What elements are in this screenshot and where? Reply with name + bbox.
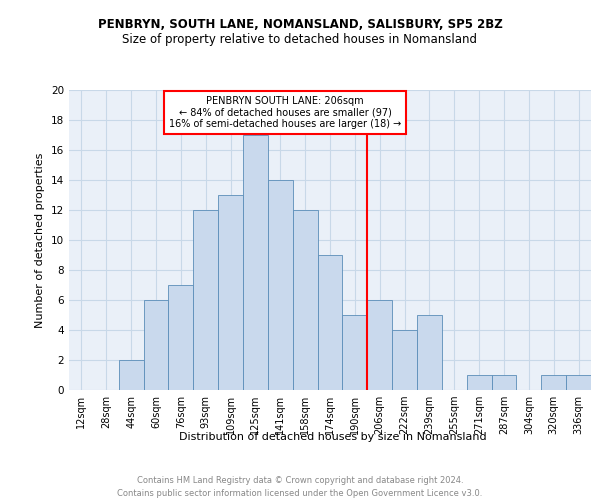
Bar <box>343 315 367 390</box>
Bar <box>392 330 417 390</box>
Y-axis label: Number of detached properties: Number of detached properties <box>35 152 46 328</box>
Bar <box>541 375 566 390</box>
Text: PENBRYN SOUTH LANE: 206sqm
← 84% of detached houses are smaller (97)
16% of semi: PENBRYN SOUTH LANE: 206sqm ← 84% of deta… <box>169 96 401 129</box>
Bar <box>119 360 143 390</box>
Bar <box>317 255 343 390</box>
Bar <box>169 285 193 390</box>
Text: Distribution of detached houses by size in Nomansland: Distribution of detached houses by size … <box>179 432 487 442</box>
Bar <box>243 135 268 390</box>
Bar <box>417 315 442 390</box>
Bar <box>566 375 591 390</box>
Bar <box>218 195 243 390</box>
Bar <box>268 180 293 390</box>
Bar <box>143 300 169 390</box>
Text: Size of property relative to detached houses in Nomansland: Size of property relative to detached ho… <box>122 32 478 46</box>
Bar <box>491 375 517 390</box>
Bar <box>467 375 491 390</box>
Text: PENBRYN, SOUTH LANE, NOMANSLAND, SALISBURY, SP5 2BZ: PENBRYN, SOUTH LANE, NOMANSLAND, SALISBU… <box>98 18 502 30</box>
Bar <box>367 300 392 390</box>
Bar <box>193 210 218 390</box>
Bar <box>293 210 317 390</box>
Text: Contains HM Land Registry data © Crown copyright and database right 2024.
Contai: Contains HM Land Registry data © Crown c… <box>118 476 482 498</box>
